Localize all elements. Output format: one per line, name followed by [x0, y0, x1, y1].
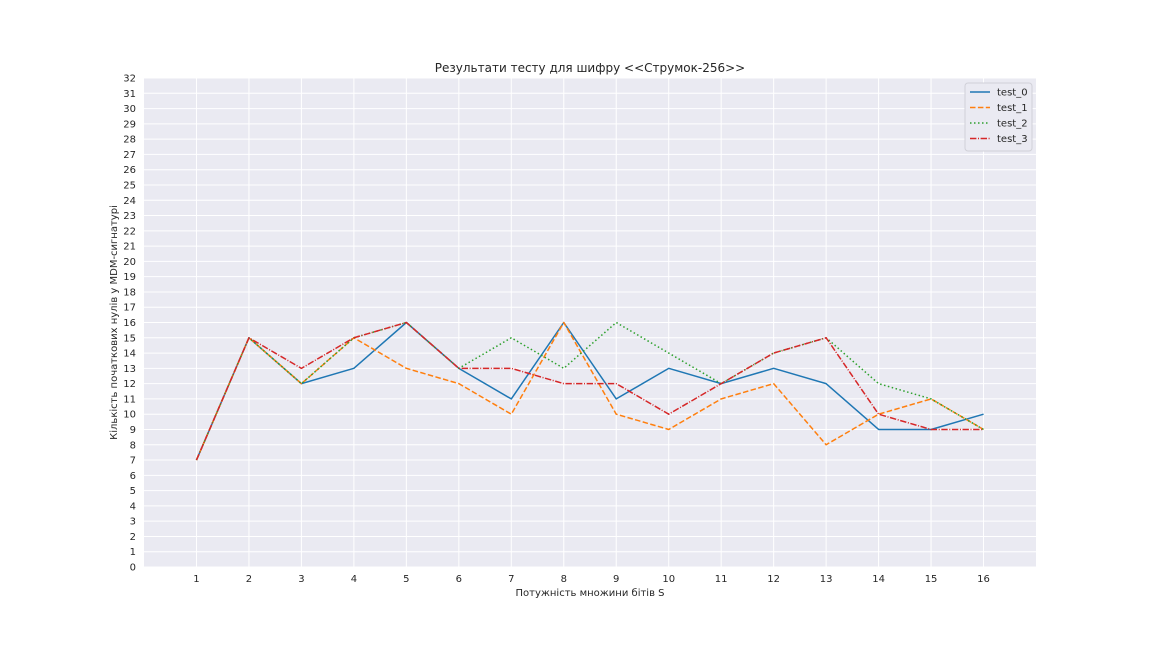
y-tick-label: 10	[123, 410, 136, 421]
x-tick-label: 6	[456, 574, 462, 585]
y-tick-label: 14	[123, 349, 136, 360]
y-tick-label: 11	[123, 394, 136, 405]
grid-lines	[144, 77, 1036, 568]
y-tick-label: 12	[123, 379, 136, 390]
y-tick-label: 2	[130, 532, 136, 543]
y-tick-label: 9	[130, 425, 136, 436]
series-line-test-3	[195, 321, 984, 461]
series-line-test-2	[195, 321, 984, 461]
x-tick-label: 5	[403, 574, 409, 585]
y-tick-label: 29	[123, 119, 136, 130]
y-tick-label: 19	[123, 272, 136, 283]
y-tick-label: 1	[130, 547, 136, 558]
x-tick-label: 3	[298, 574, 304, 585]
y-tick-label: 31	[123, 89, 136, 100]
x-axis-label: Потужність множини бітів S	[516, 587, 665, 599]
x-tick-label: 14	[872, 574, 885, 585]
y-tick-label: 8	[130, 440, 136, 451]
x-tick-label: 7	[508, 574, 514, 585]
y-tick-label: 16	[123, 318, 136, 329]
legend: test_0 test_1 test_2 test_3	[964, 82, 1033, 152]
series-line-test-1	[195, 321, 984, 461]
x-tick-label: 4	[351, 574, 357, 585]
y-tick-label: 5	[130, 486, 136, 497]
y-tick-label: 17	[123, 303, 136, 314]
y-tick-label: 0	[130, 563, 136, 574]
y-axis-label: Кількість початкових нулів у MDM-сигнату…	[108, 205, 120, 440]
legend-label: test_1	[997, 103, 1028, 114]
x-tick-label: 8	[561, 574, 567, 585]
x-tick-label: 10	[662, 574, 675, 585]
y-tick-label: 4	[130, 501, 136, 512]
y-tick-label: 26	[123, 165, 136, 176]
legend-box	[964, 82, 1033, 152]
y-tick-label: 23	[123, 211, 136, 222]
y-axis-ticks: 0123456789101112131415161718192021222324…	[123, 74, 136, 574]
y-tick-label: 21	[123, 242, 136, 253]
x-tick-label: 13	[820, 574, 833, 585]
y-tick-label: 6	[130, 471, 136, 482]
legend-label: test_0	[997, 88, 1028, 99]
chart-title: Результати тесту для шифру <<Струмок-256…	[435, 61, 745, 75]
series-line-test-0	[195, 321, 984, 461]
y-tick-label: 13	[123, 364, 136, 375]
x-tick-label: 1	[193, 574, 199, 585]
y-tick-label: 25	[123, 180, 136, 191]
y-tick-label: 27	[123, 150, 136, 161]
x-tick-label: 9	[613, 574, 619, 585]
y-tick-label: 7	[130, 456, 136, 467]
x-tick-label: 11	[715, 574, 728, 585]
y-tick-label: 32	[123, 74, 136, 85]
y-tick-label: 28	[123, 135, 136, 146]
legend-label: test_3	[997, 134, 1028, 145]
legend-label: test_2	[997, 119, 1028, 130]
y-tick-label: 15	[123, 333, 136, 344]
y-tick-label: 3	[130, 517, 136, 528]
y-tick-label: 30	[123, 104, 136, 115]
series-lines	[195, 321, 984, 461]
x-tick-label: 16	[977, 574, 990, 585]
y-tick-label: 18	[123, 287, 136, 298]
y-tick-label: 24	[123, 196, 136, 207]
x-axis-ticks: 1 2 3 4 5 6 7 8 9 10 11 12 13 14 15 16	[193, 574, 990, 585]
x-tick-label: 12	[767, 574, 780, 585]
x-tick-label: 15	[925, 574, 938, 585]
y-tick-label: 20	[123, 257, 136, 268]
y-tick-label: 22	[123, 226, 136, 237]
x-tick-label: 2	[246, 574, 252, 585]
